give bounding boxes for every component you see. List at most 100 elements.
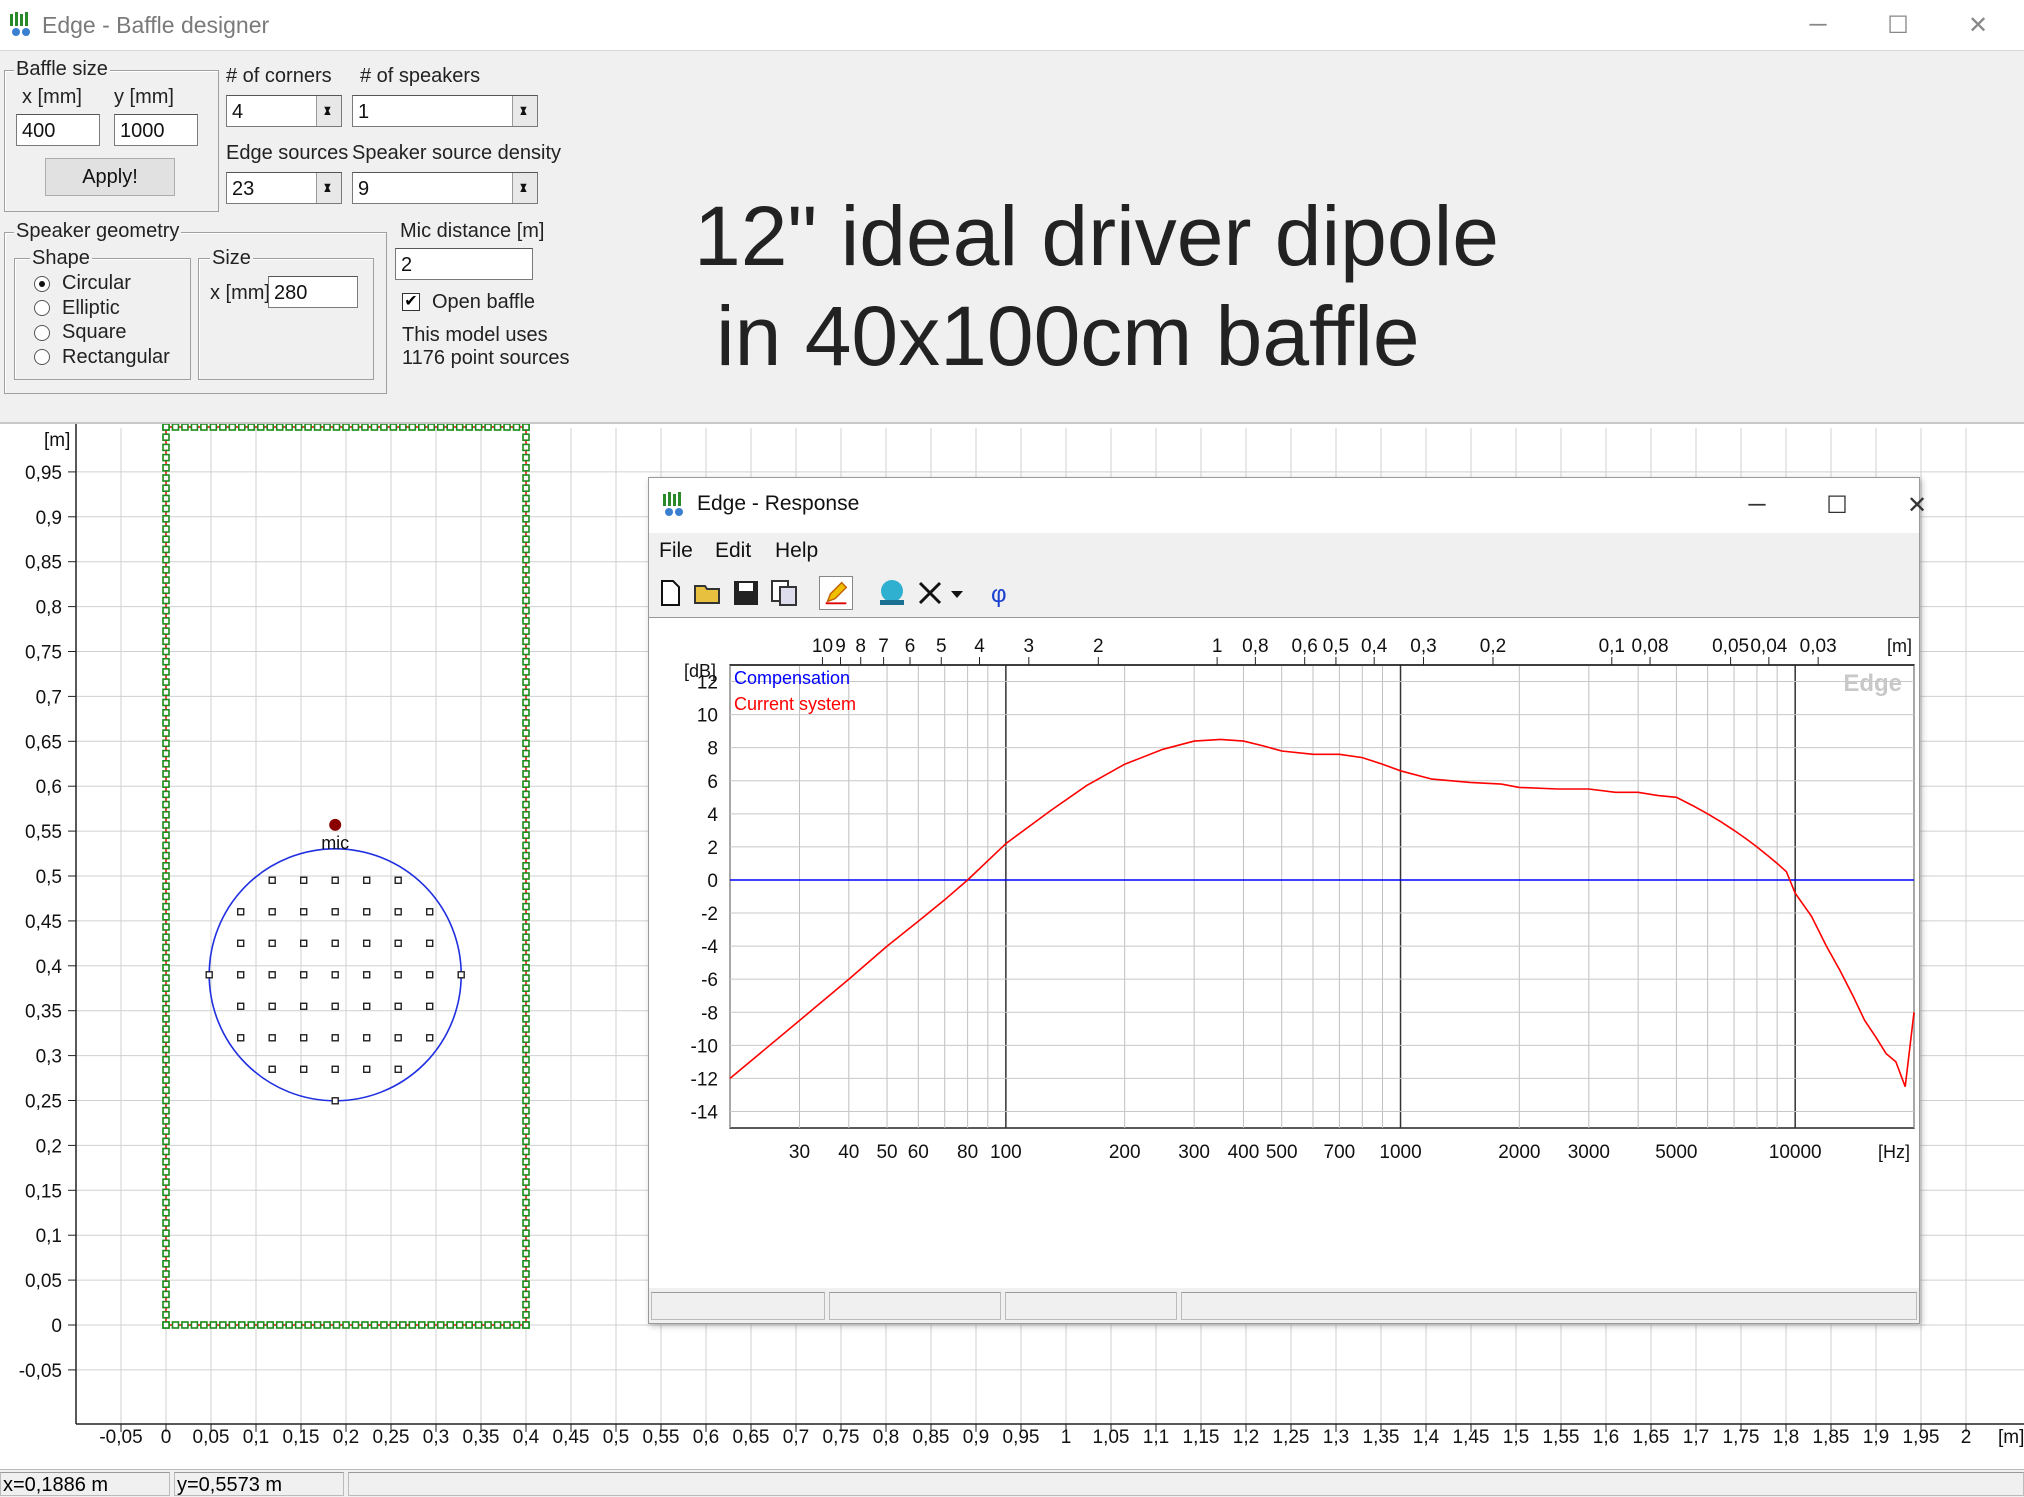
- edge-source-point: [266, 423, 275, 431]
- status-extra: [348, 1472, 2024, 1496]
- open-baffle-checkbox[interactable]: ✔: [402, 293, 420, 311]
- radio-elliptic[interactable]: [34, 300, 50, 316]
- response-statusbar: [649, 1290, 1919, 1323]
- x-tick-label: 10000: [1769, 1142, 1822, 1163]
- edge-sources-spin-arrows[interactable]: [316, 171, 341, 205]
- edge-source-point: [162, 780, 170, 788]
- top-tick-label: 3: [1024, 636, 1035, 657]
- driver-point: [236, 908, 245, 916]
- edge-source-point: [162, 688, 170, 697]
- corners-spinner[interactable]: 4: [226, 94, 342, 128]
- x-tick-label: 0,2: [333, 1427, 359, 1448]
- divider: [0, 422, 2024, 424]
- driver-point: [394, 1002, 402, 1010]
- response-maximize-button[interactable]: ☐: [1826, 491, 1848, 519]
- density-label: Speaker source density: [352, 142, 562, 164]
- edge-sources-spinner[interactable]: 23: [226, 171, 342, 205]
- status-x: x=0,1886 m: [0, 1472, 170, 1496]
- baffle-y-label: y [mm]: [114, 86, 174, 108]
- edge-source-point: [522, 861, 530, 870]
- radio-circular[interactable]: [34, 276, 50, 292]
- edge-source-point: [522, 964, 530, 972]
- save-icon[interactable]: [729, 576, 763, 610]
- open-folder-icon[interactable]: [691, 576, 725, 610]
- edge-source-point: [522, 1249, 530, 1258]
- pencil-icon[interactable]: [819, 576, 853, 610]
- x-unit-label: [Hz]: [1878, 1142, 1910, 1162]
- x-tick-label: 100: [990, 1142, 1022, 1163]
- copy-icon[interactable]: [767, 576, 801, 610]
- edge-source-point: [408, 1321, 417, 1329]
- x-tick-label: 30: [789, 1142, 810, 1163]
- edge-source-point: [162, 841, 170, 850]
- edge-source-point: [162, 484, 170, 493]
- x-tick-label: 1,55: [1543, 1427, 1580, 1448]
- delete-x-icon[interactable]: [913, 576, 947, 610]
- response-minimize-button[interactable]: ─: [1748, 491, 1766, 518]
- new-file-icon[interactable]: [653, 576, 687, 610]
- edge-source-point: [162, 627, 170, 635]
- menu-help[interactable]: Help: [775, 539, 819, 562]
- edge-source-point: [465, 423, 473, 431]
- radio-rectangular[interactable]: [34, 349, 50, 365]
- x-tick-label: 1,05: [1093, 1427, 1130, 1448]
- response-plot[interactable]: 12 10 8 6 4 2 0 -2 -4 -6 -8 -10 -12 -14 [dB] 30 40 50 60 80…: [649, 617, 1919, 1288]
- radio-square[interactable]: [34, 325, 50, 341]
- edge-source-point: [275, 423, 284, 431]
- speakers-spin-arrows[interactable]: [512, 94, 537, 128]
- globe-icon[interactable]: [875, 576, 909, 610]
- response-titlebar[interactable]: Edge - Response ─ ☐ ✕: [649, 478, 1927, 533]
- edge-source-point: [522, 1035, 530, 1044]
- edge-source-point: [162, 566, 170, 574]
- corners-spin-arrows[interactable]: [316, 94, 341, 128]
- density-spin-arrows[interactable]: [512, 171, 537, 205]
- size-x-label: x [mm]: [210, 282, 270, 304]
- response-status-cell-4: [1181, 1292, 1917, 1320]
- driver-point: [300, 1065, 308, 1073]
- edge-source-point: [162, 1321, 170, 1329]
- edge-source-point: [162, 1229, 170, 1237]
- phase-icon[interactable]: φ: [981, 576, 1015, 610]
- edge-source-point: [162, 515, 170, 523]
- y-unit-label: [dB]: [684, 661, 716, 681]
- response-title: Edge - Response: [697, 492, 860, 515]
- baffle-y-input[interactable]: 1000: [114, 114, 198, 146]
- mic-distance-label: Mic distance [m]: [400, 220, 545, 242]
- edge-source-point: [162, 545, 170, 554]
- edge-source-point: [522, 423, 530, 431]
- edge-source-point: [304, 423, 312, 431]
- edge-source-point: [455, 423, 464, 431]
- edge-source-point: [522, 494, 530, 503]
- size-x-input[interactable]: 280: [268, 276, 358, 308]
- driver-point: [300, 971, 308, 979]
- edge-source-point: [162, 668, 170, 676]
- response-close-button[interactable]: ✕: [1906, 491, 1928, 519]
- menu-file[interactable]: File: [659, 539, 693, 562]
- maximize-button[interactable]: ☐: [1887, 11, 1909, 39]
- speaker-geometry-group: [4, 232, 387, 394]
- response-window[interactable]: Edge - Response ─ ☐ ✕ File Edit Help φ 1…: [648, 477, 1927, 1324]
- mic-distance-input[interactable]: 2: [395, 248, 533, 280]
- baffle-x-input[interactable]: 400: [16, 114, 100, 146]
- edge-source-point: [162, 433, 170, 442]
- density-spinner[interactable]: 9: [352, 171, 538, 205]
- edge-source-point: [351, 423, 360, 431]
- window-titlebar[interactable]: Edge - Baffle designer ─ ☐ ✕: [0, 0, 2024, 51]
- edge-source-point: [522, 443, 530, 452]
- edge-source-point: [522, 1025, 530, 1033]
- speakers-spinner[interactable]: 1: [352, 94, 538, 128]
- dropdown-arrow-icon[interactable]: [947, 576, 967, 610]
- y-tick-label: -0,05: [19, 1361, 62, 1382]
- y-tick-label: 0,8: [36, 598, 62, 619]
- x-tick-label: 1,5: [1503, 1427, 1529, 1448]
- apply-button[interactable]: Apply!: [45, 158, 175, 196]
- close-button[interactable]: ✕: [1967, 11, 1989, 39]
- window-title: Edge - Baffle designer: [42, 12, 270, 38]
- menu-edit[interactable]: Edit: [715, 539, 752, 562]
- edge-source-point: [228, 1321, 237, 1329]
- x-tick-label: -0,05: [99, 1427, 142, 1448]
- driver-point: [300, 939, 308, 947]
- edge-source-point: [162, 770, 170, 778]
- minimize-button[interactable]: ─: [1809, 11, 1827, 38]
- edge-source-point: [162, 1025, 170, 1033]
